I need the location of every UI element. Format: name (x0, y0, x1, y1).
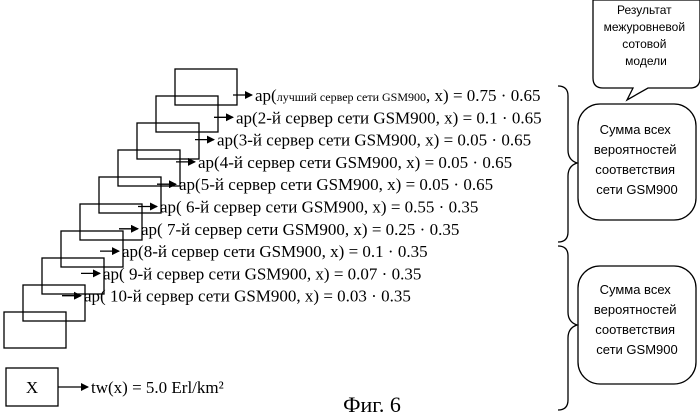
svg-text:Сумма всех вероятностей: Сумма всех вероятностей соответствия сет… (594, 122, 680, 197)
equation-prefix: ap( (122, 242, 144, 261)
result-callout: Результат межуровневой сотовой модели (593, 0, 700, 100)
equation-prefix: ap( (198, 153, 220, 172)
equation-value: , x) = 0.05 · 0.65 (417, 131, 531, 150)
equation-prefix: ap( (217, 131, 239, 150)
equation-value: , x) = 0.1 · 0.35 (322, 242, 428, 261)
sum-box-lower-line: Сумма всех (600, 282, 672, 297)
equation-prefix: ap( (179, 175, 201, 194)
equation-server: 2-й сервер сети GSM900 (258, 108, 436, 127)
x-box-label: X (26, 378, 38, 397)
sum-box-upper-line: сети GSM900 (596, 182, 677, 197)
lower-brace (558, 246, 577, 410)
equation-value: , x) = 0.25 · 0.35 (345, 220, 459, 239)
result-callout-line: сотовой (622, 37, 666, 51)
figure-caption: Фиг. 6 (343, 392, 401, 414)
result-callout-line: межуровневой (604, 20, 685, 34)
upper-brace (558, 86, 577, 242)
equation-server: 10-й сервер сети GSM900 (106, 287, 297, 306)
equation-prefix: ap( (84, 287, 106, 306)
layer-box (61, 231, 123, 267)
layer-equation: ap(2-й сервер сети GSM900, x) = 0.1 · 0.… (236, 108, 542, 127)
sum-box-upper-line: вероятностей (594, 142, 677, 157)
equation-server: 4-й сервер сети GSM900 (220, 153, 398, 172)
layer-box (99, 177, 161, 213)
equation-prefix: ap( (103, 264, 125, 283)
layer-equation: ap(4-й сервер сети GSM900, x) = 0.05 · 0… (198, 153, 512, 172)
svg-text:Результат межуровневой: Результат межуровневой сотовой модели (604, 3, 689, 68)
sum-box-upper-line: соответствия (595, 162, 675, 177)
equation-prefix: ap( (255, 86, 277, 105)
equation-value: , x) = 0.05 · 0.65 (379, 175, 493, 194)
equation-server: 3-й сервер сети GSM900 (239, 131, 417, 150)
layer-box (137, 123, 199, 159)
equation-value: , x) = 0.75 · 0.65 (426, 86, 540, 105)
x-input: X tw(x) = 5.0 Erl/km² (6, 368, 224, 406)
traffic-formula: tw(x) = 5.0 Erl/km² (91, 378, 224, 397)
layer-equation: ap( 9-й сервер сети GSM900, x) = 0.07 · … (103, 264, 421, 283)
sum-box-lower-line: вероятностей (594, 302, 677, 317)
layer-box (118, 150, 180, 186)
sum-box-lower: Сумма всех вероятностей соответствия сет… (578, 266, 696, 384)
equation-server: лучший сервер сети GSM900 (277, 90, 426, 104)
svg-text:Сумма всех вероятностей: Сумма всех вероятностей соответствия сет… (594, 282, 680, 357)
equation-value: , x) = 0.03 · 0.35 (296, 287, 410, 306)
layer-box (80, 204, 142, 240)
layer-box (4, 312, 66, 348)
equation-value: , x) = 0.05 · 0.65 (398, 153, 512, 172)
equation-server: 5-й сервер сети GSM900 (201, 175, 379, 194)
equation-value: , x) = 0.07 · 0.35 (307, 264, 421, 283)
layer-equation: ap( 7-й сервер сети GSM900, x) = 0.25 · … (141, 220, 459, 239)
sum-box-lower-line: соответствия (595, 322, 675, 337)
layer-box (23, 285, 85, 321)
sum-box-upper-line: Сумма всех (600, 122, 672, 137)
equation-prefix: ap( (141, 220, 163, 239)
layer-equation: ap( 6-й сервер сети GSM900, x) = 0.55 · … (160, 198, 478, 217)
equation-prefix: ap( (236, 108, 258, 127)
equation-prefix: ap( (160, 198, 182, 217)
result-callout-line: Результат (617, 3, 672, 17)
layer-equation: ap(8-й сервер сети GSM900, x) = 0.1 · 0.… (122, 242, 428, 261)
layer-equations: ap(лучший сервер сети GSM900, x) = 0.75 … (62, 86, 542, 306)
sum-box-upper: Сумма всех вероятностей соответствия сет… (578, 104, 696, 220)
layer-box (156, 96, 218, 132)
layer-equation: ap(лучший сервер сети GSM900, x) = 0.75 … (255, 86, 540, 105)
equation-server: 6-й сервер сети GSM900 (182, 198, 364, 217)
layer-equation: ap( 10-й сервер сети GSM900, x) = 0.03 ·… (84, 287, 411, 306)
equation-value: , x) = 0.1 · 0.65 (436, 108, 542, 127)
result-callout-line: модели (625, 54, 667, 68)
equation-server: 9-й сервер сети GSM900 (125, 264, 307, 283)
layer-equation: ap(5-й сервер сети GSM900, x) = 0.05 · 0… (179, 175, 493, 194)
equation-value: , x) = 0.55 · 0.35 (364, 198, 478, 217)
equation-server: 7-й сервер сети GSM900 (163, 220, 345, 239)
layer-equation: ap(3-й сервер сети GSM900, x) = 0.05 · 0… (217, 131, 531, 150)
sum-box-lower-line: сети GSM900 (596, 342, 677, 357)
equation-server: 8-й сервер сети GSM900 (144, 242, 322, 261)
layer-box (175, 69, 237, 105)
